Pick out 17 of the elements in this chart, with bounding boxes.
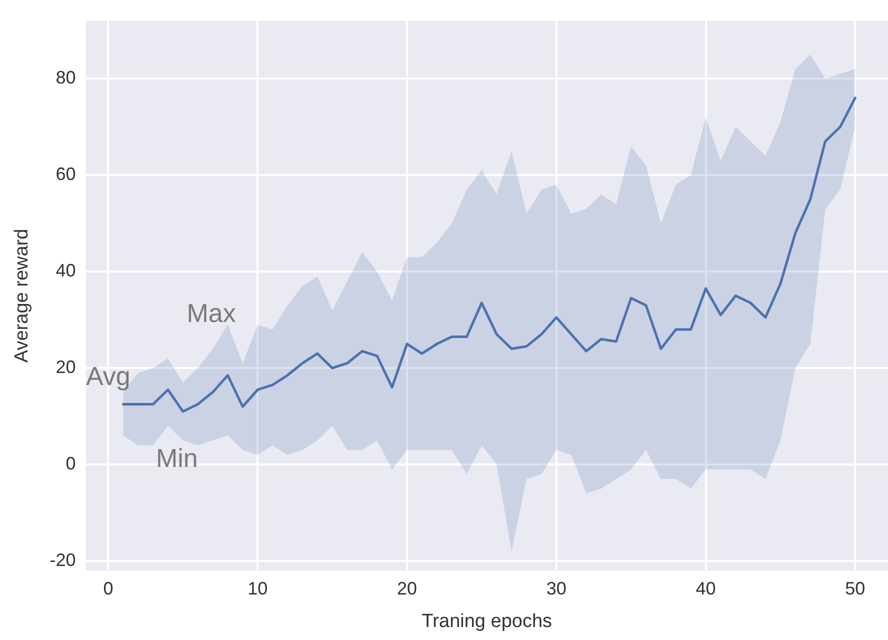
y-tick-label: -20 [50, 550, 76, 570]
x-tick-label: 0 [103, 578, 114, 598]
x-tick-label: 50 [845, 578, 866, 598]
y-tick-label: 20 [56, 357, 76, 378]
annotation: Max [186, 298, 236, 328]
annotation: Min [156, 442, 198, 473]
x-tick-label: 30 [546, 578, 566, 598]
x-tick-label: 10 [248, 578, 268, 598]
x-tick-label: 40 [696, 578, 716, 598]
y-tick-label: 60 [56, 164, 76, 184]
annotation: Avg [86, 360, 130, 391]
y-tick-label: 0 [66, 453, 76, 474]
y-tick-label: 80 [56, 68, 76, 88]
x-axis-title: Traning epochs [422, 610, 552, 632]
y-tick-label: 40 [56, 260, 76, 281]
y-axis-title: Average reward [12, 228, 33, 363]
x-tick-label: 20 [396, 578, 418, 598]
